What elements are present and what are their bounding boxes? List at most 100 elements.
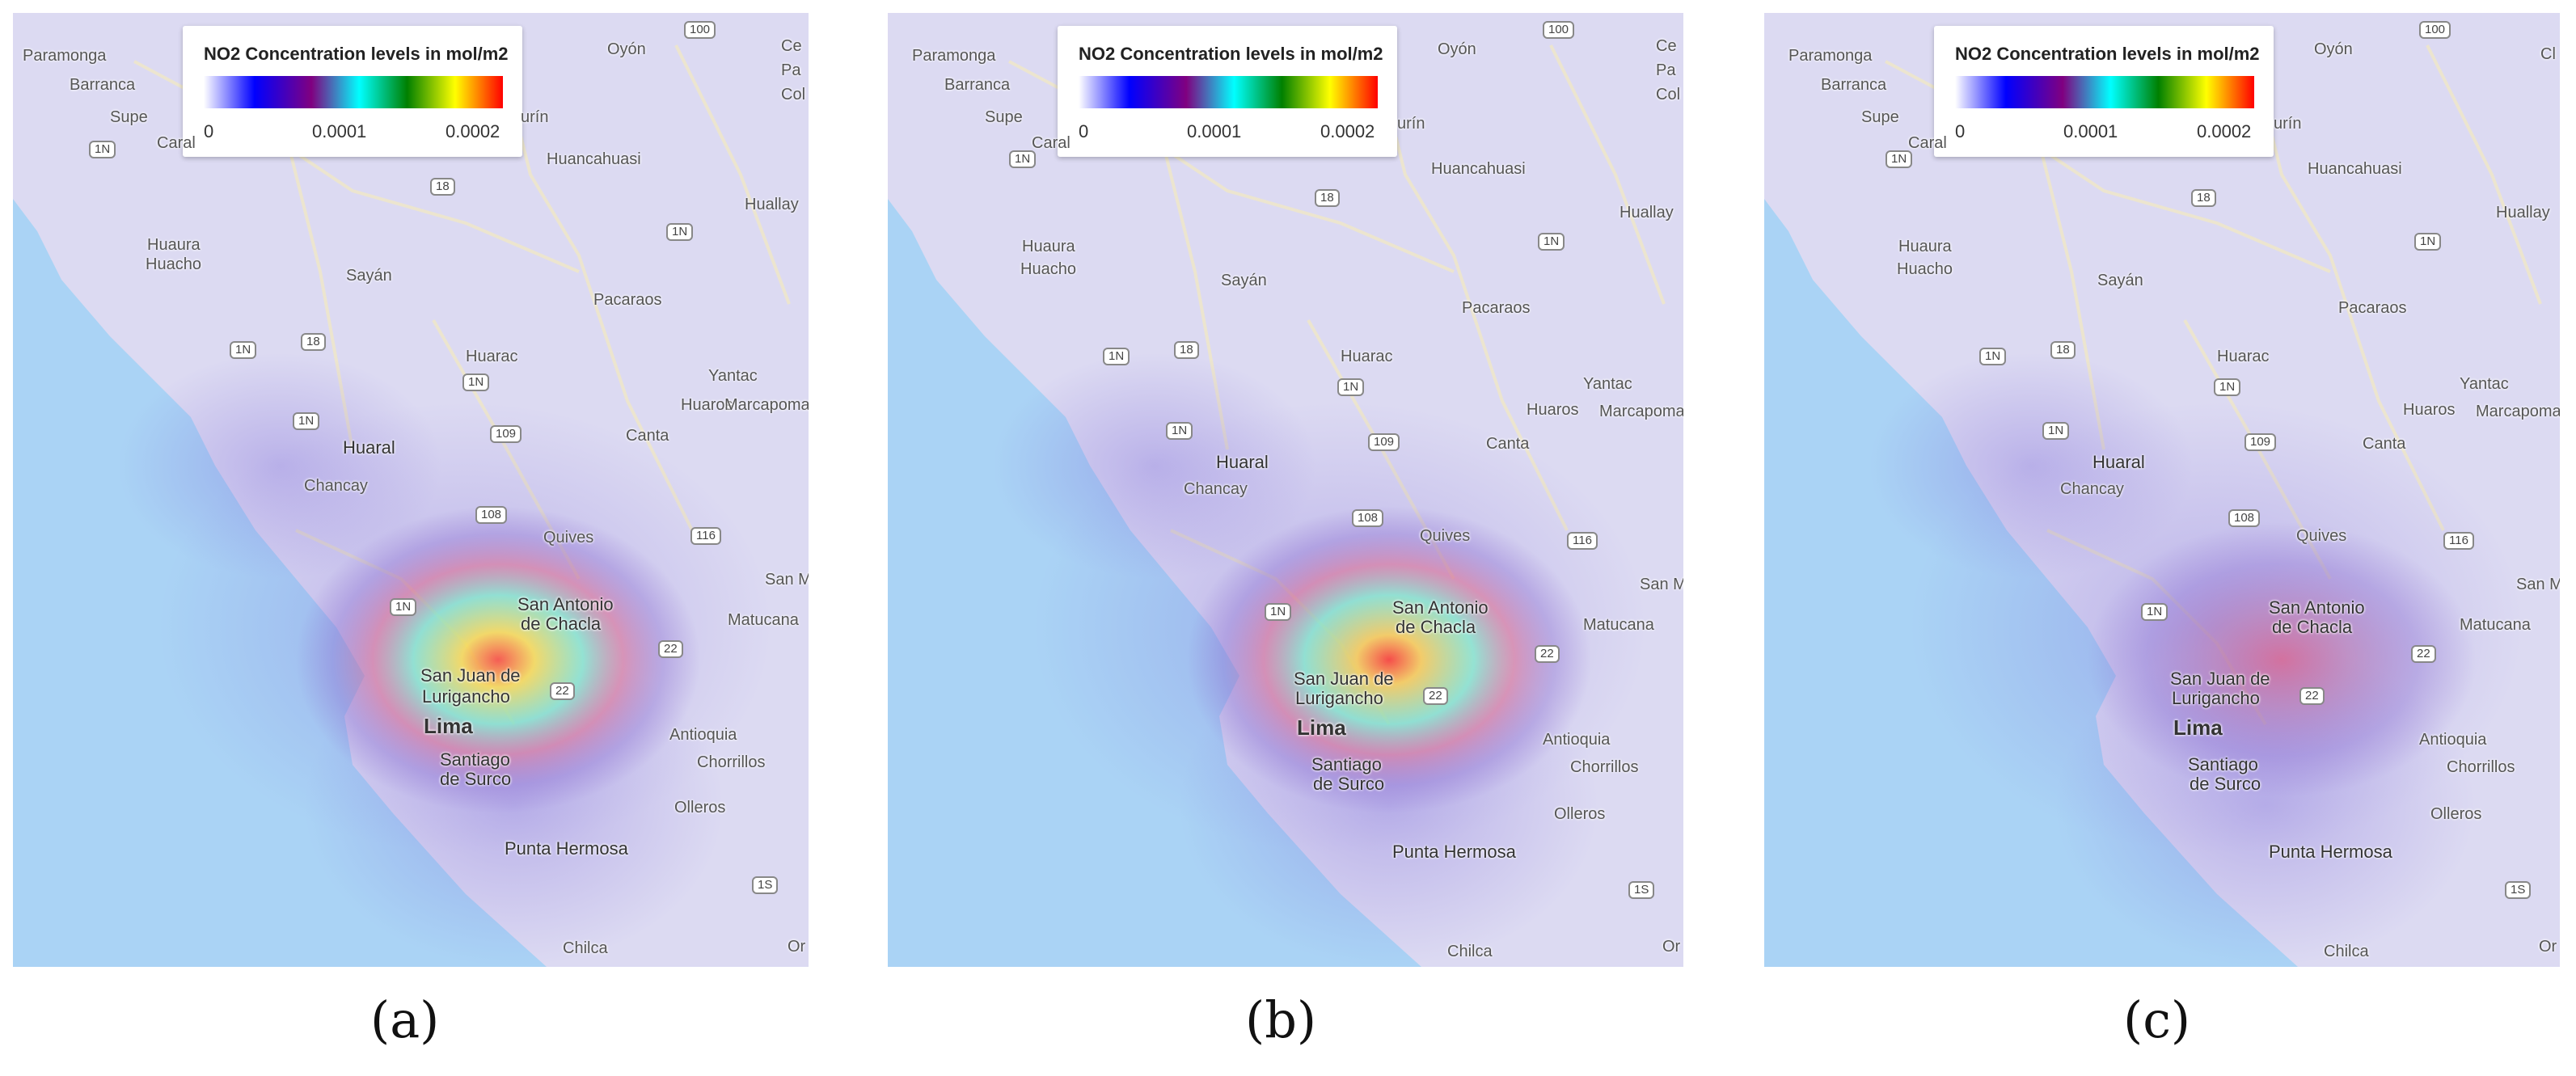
road-shield: 1N	[462, 373, 490, 391]
place-label: Supe	[1861, 108, 1899, 126]
place-label: Huancahuasi	[547, 150, 641, 168]
place-label: Barranca	[1821, 76, 1887, 94]
road-shield: 1N	[1103, 348, 1130, 365]
map-canvas	[888, 13, 1683, 967]
legend-title: NO2 Concentration levels in mol/m2	[1079, 44, 1383, 64]
place-label: Pacaraos	[1462, 299, 1531, 317]
place-label: urín	[521, 108, 549, 126]
road-shield: 1N	[1337, 378, 1365, 396]
place-label: Huaral	[1216, 452, 1269, 472]
road-shield: 1S	[1628, 881, 1655, 899]
place-label: Antioquia	[2419, 731, 2487, 749]
road-shield: 18	[430, 178, 455, 196]
place-label: Lima	[424, 714, 473, 738]
place-label: Caral	[157, 134, 196, 152]
road-shield: 18	[1315, 189, 1340, 207]
place-label: Huacho	[1020, 260, 1076, 278]
road-shield: 100	[2419, 21, 2451, 39]
road-shield: 1N	[2414, 233, 2442, 251]
place-label: Marcapoma	[2476, 403, 2560, 420]
road-shield: 109	[1368, 433, 1400, 451]
place-label: Huaros	[1527, 401, 1579, 419]
caption-c: (c)	[2123, 990, 2191, 1049]
road-shield: 100	[1543, 21, 1575, 39]
place-label: Chancay	[1184, 480, 1248, 498]
place-label: Quives	[543, 529, 594, 546]
road-shield: 22	[2299, 687, 2325, 705]
place-label: Santiago	[440, 749, 510, 770]
road-shield: 22	[1423, 687, 1448, 705]
place-label: San Juan de	[420, 665, 521, 686]
place-label: Chilca	[2324, 943, 2369, 960]
place-label: Huarac	[1341, 348, 1393, 365]
road-shield: 22	[550, 682, 575, 700]
place-label: Cl	[2540, 45, 2556, 63]
road-shield: 109	[2244, 433, 2277, 451]
place-label: Canta	[2363, 435, 2406, 453]
place-label: Caral	[1908, 134, 1947, 152]
road-shield: 18	[2050, 341, 2076, 359]
place-label: Huaura	[1022, 238, 1075, 255]
place-label: Col	[1656, 86, 1681, 103]
place-label: Yantac	[2460, 375, 2509, 393]
road-shield: 1N	[390, 598, 417, 616]
place-label: Chilca	[1447, 943, 1493, 960]
place-label: Matucana	[1583, 616, 1654, 634]
place-label: Canta	[1486, 435, 1530, 453]
place-label: San Juan de	[2170, 669, 2270, 689]
legend-color-ramp	[204, 76, 503, 108]
place-label: Huancahuasi	[1431, 160, 1526, 178]
place-label: Huacho	[1897, 260, 1953, 278]
road-shield: 22	[1535, 645, 1560, 663]
road-shield: 18	[2191, 189, 2216, 207]
road-shield: 1N	[2214, 378, 2241, 396]
legend-tick-max: 0.0002	[446, 121, 500, 141]
place-label: Huaros	[681, 396, 733, 414]
place-label: urín	[1397, 115, 1425, 133]
place-label: San Antonio	[517, 594, 614, 614]
place-label: Chorrillos	[1570, 758, 1639, 776]
road-shield: 1S	[2505, 881, 2532, 899]
place-label: Olleros	[1554, 805, 1606, 823]
place-label: de Surco	[440, 769, 512, 789]
place-label: Huancahuasi	[2308, 160, 2402, 178]
road-shield: 116	[2443, 532, 2474, 550]
road-shield: 1N	[1265, 603, 1292, 621]
place-label: Chorrillos	[697, 753, 766, 771]
place-label: Huaura	[1898, 238, 1952, 255]
road-shield: 1N	[1886, 150, 1913, 168]
legend-tick-max: 0.0002	[2197, 121, 2252, 141]
place-label: Lurigancho	[422, 686, 510, 707]
place-label: Pacaraos	[2338, 299, 2407, 317]
road-shield: 1N	[666, 223, 694, 241]
place-label: Huaros	[2403, 401, 2456, 419]
place-label: Pa	[781, 61, 801, 79]
place-label: Supe	[985, 108, 1023, 126]
place-label: Olleros	[2430, 805, 2482, 823]
place-label: Yantac	[708, 367, 758, 385]
place-label: de Chacla	[1396, 617, 1476, 637]
road-shield: 1N	[1538, 233, 1565, 251]
place-label: Antioquia	[669, 726, 737, 744]
road-shield: 1N	[2141, 603, 2168, 621]
place-label: Huaura	[147, 236, 201, 254]
place-label: Lima	[1297, 715, 1346, 740]
map-canvas	[13, 13, 809, 967]
place-label: Huacho	[146, 255, 201, 273]
place-label: San M	[1640, 576, 1683, 593]
place-label: San Antonio	[2269, 597, 2365, 618]
road-shield: 22	[658, 640, 683, 658]
place-label: Huallay	[745, 196, 799, 213]
map-panel-b: NO2 Concentration levels in mol/m2 0 0.0…	[888, 13, 1683, 967]
place-label: Paramonga	[23, 47, 107, 65]
place-label: Quives	[2296, 527, 2347, 545]
caption-b: (b)	[1245, 990, 1317, 1049]
road-shield: 108	[1352, 509, 1384, 527]
legend-tick-min: 0	[1955, 121, 1966, 141]
road-shield: 1N	[89, 141, 116, 158]
place-label: Pa	[1656, 61, 1676, 79]
place-label: Punta Hermosa	[505, 838, 628, 859]
place-label: Huaral	[343, 437, 395, 458]
place-label: San Antonio	[1392, 597, 1489, 618]
road-shield: 1N	[230, 341, 257, 359]
